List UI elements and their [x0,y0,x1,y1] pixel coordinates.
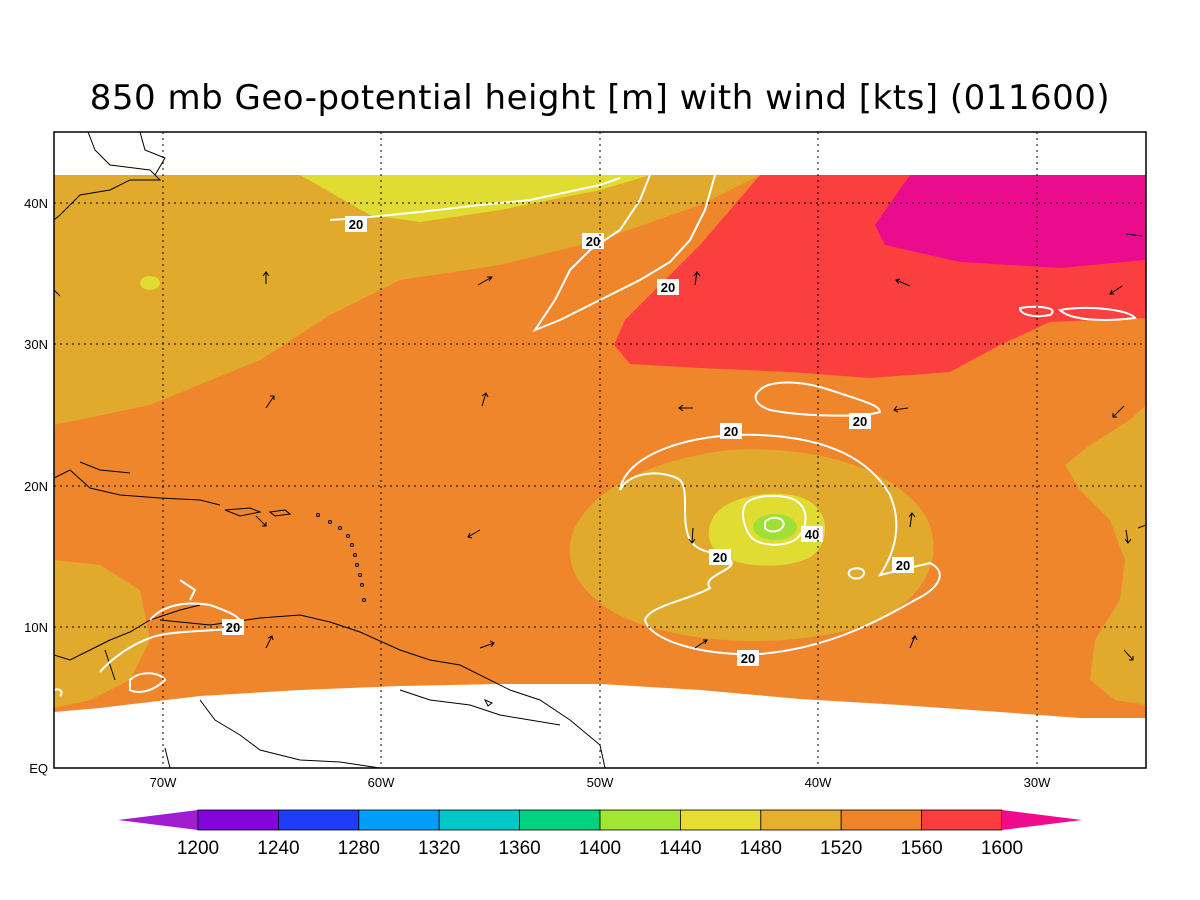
colorbar-segment [680,809,762,831]
contour-label: 20 [713,550,727,565]
colorbar-segment [599,809,681,831]
contour-label: 20 [226,620,240,635]
lat-tick-label: EQ [29,761,48,776]
height-fill-1520-west [54,560,150,708]
height-fill-1440-core [753,514,797,540]
colorbar-tick-label: 1520 [820,838,862,859]
lon-tick-label: 60W [368,775,395,790]
height-fill-1480-spot [140,276,160,290]
lat-tick-label: 20N [24,479,48,494]
contour-label: 20 [853,414,867,429]
colorbar-tick-label: 1480 [740,838,782,859]
colorbar-extend-low [118,810,198,830]
colorbar-segment [277,809,360,831]
colorbar-tick-label: 1560 [900,838,942,859]
contour-label: 40 [805,527,819,542]
contour-label: 20 [741,651,755,666]
wind-arrows [54,233,1146,661]
lon-tick-label: 40W [805,775,832,790]
colorbar-tick-label: 1360 [498,838,540,859]
colorbar-tick-label: 1320 [418,838,460,859]
contour-label: 20 [896,558,910,573]
colorbar-segment [760,809,842,831]
lon-tick-label: 50W [587,775,614,790]
antilles-islands [316,513,366,602]
colorbar-segment [438,809,521,831]
lat-tick-label: 30N [24,337,48,352]
colorbar-tick-label: 1280 [338,838,380,859]
contour-label: 20 [724,424,738,439]
map-title: 850 mb Geo-potential height [m] with win… [89,78,1111,118]
contour-label: 20 [661,280,675,295]
colorbar-tick-label: 1600 [981,838,1023,859]
coastlines [54,132,606,768]
colorbar-tick-label: 1440 [659,838,701,859]
colorbar-tick-label: 1400 [579,838,621,859]
height-fill-1480-north [300,175,650,222]
height-fill-above-1600 [875,175,1146,268]
lat-axis: 40N 30N 20N 10N EQ [24,196,48,776]
colorbar: 1200 1240 1280 1320 1360 1400 1440 1480 1520 1560… [118,809,1082,859]
contour-label: 20 [349,217,363,232]
lat-tick-label: 40N [24,196,48,211]
lon-axis: 70W 60W 50W 40W 30W [150,775,1051,790]
colorbar-extend-high [1002,810,1082,830]
graticule [54,132,1146,768]
colorbar-segment [921,809,1003,831]
colorbar-tick-label: 1240 [257,838,299,859]
contour-label: 20 [586,234,600,249]
height-fill-1520-east [1065,405,1146,705]
colorbar-tick-label: 1200 [177,838,219,859]
map-frame [53,131,1147,769]
colorbar-segment [358,809,440,831]
lon-tick-label: 30W [1024,775,1051,790]
colorbar-segment [519,809,601,831]
colorbar-segment [840,809,923,831]
contour-labels: 20 20 20 20 20 20 40 20 20 20 [222,216,914,666]
colorbar-segment [197,809,279,831]
lon-tick-label: 70W [150,775,177,790]
lat-tick-label: 10N [24,620,48,635]
map-plot-area: 20 20 20 20 20 20 40 20 20 20 [54,132,1146,768]
